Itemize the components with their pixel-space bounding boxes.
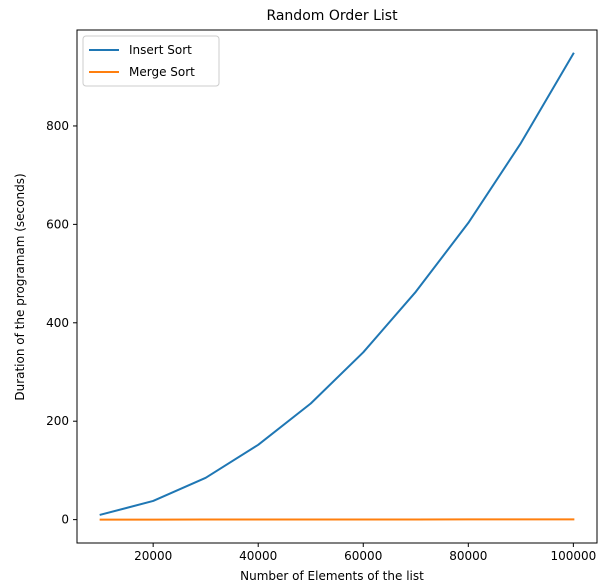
y-tick-label: 200 bbox=[46, 414, 69, 428]
x-tick-label: 80000 bbox=[449, 549, 487, 563]
y-tick-label: 600 bbox=[46, 217, 69, 231]
chart-title: Random Order List bbox=[266, 8, 398, 24]
y-tick-label: 400 bbox=[46, 316, 69, 330]
x-axis-label: Number of Elements of the list bbox=[240, 569, 424, 583]
x-tick-label: 40000 bbox=[239, 549, 277, 563]
plot-area bbox=[76, 29, 598, 544]
y-tick-label: 0 bbox=[61, 513, 69, 527]
legend-frame bbox=[82, 35, 220, 87]
y-axis-label: Duration of the programam (seconds) bbox=[13, 173, 27, 400]
legend-label-insert-sort: Insert Sort bbox=[129, 43, 192, 57]
x-tick-label: 100000 bbox=[550, 549, 596, 563]
series-lines bbox=[99, 52, 575, 521]
y-tick-label: 800 bbox=[46, 119, 69, 133]
series-line-insert-sort bbox=[99, 52, 575, 516]
y-axis-ticks: 0 200 400 600 800 bbox=[46, 119, 77, 527]
x-tick-label: 20000 bbox=[134, 549, 172, 563]
legend-label-merge-sort: Merge Sort bbox=[129, 65, 195, 79]
x-tick-label: 60000 bbox=[344, 549, 382, 563]
legend: Insert Sort Merge Sort bbox=[82, 35, 220, 87]
x-axis-ticks: 20000 40000 60000 80000 100000 bbox=[134, 543, 596, 563]
